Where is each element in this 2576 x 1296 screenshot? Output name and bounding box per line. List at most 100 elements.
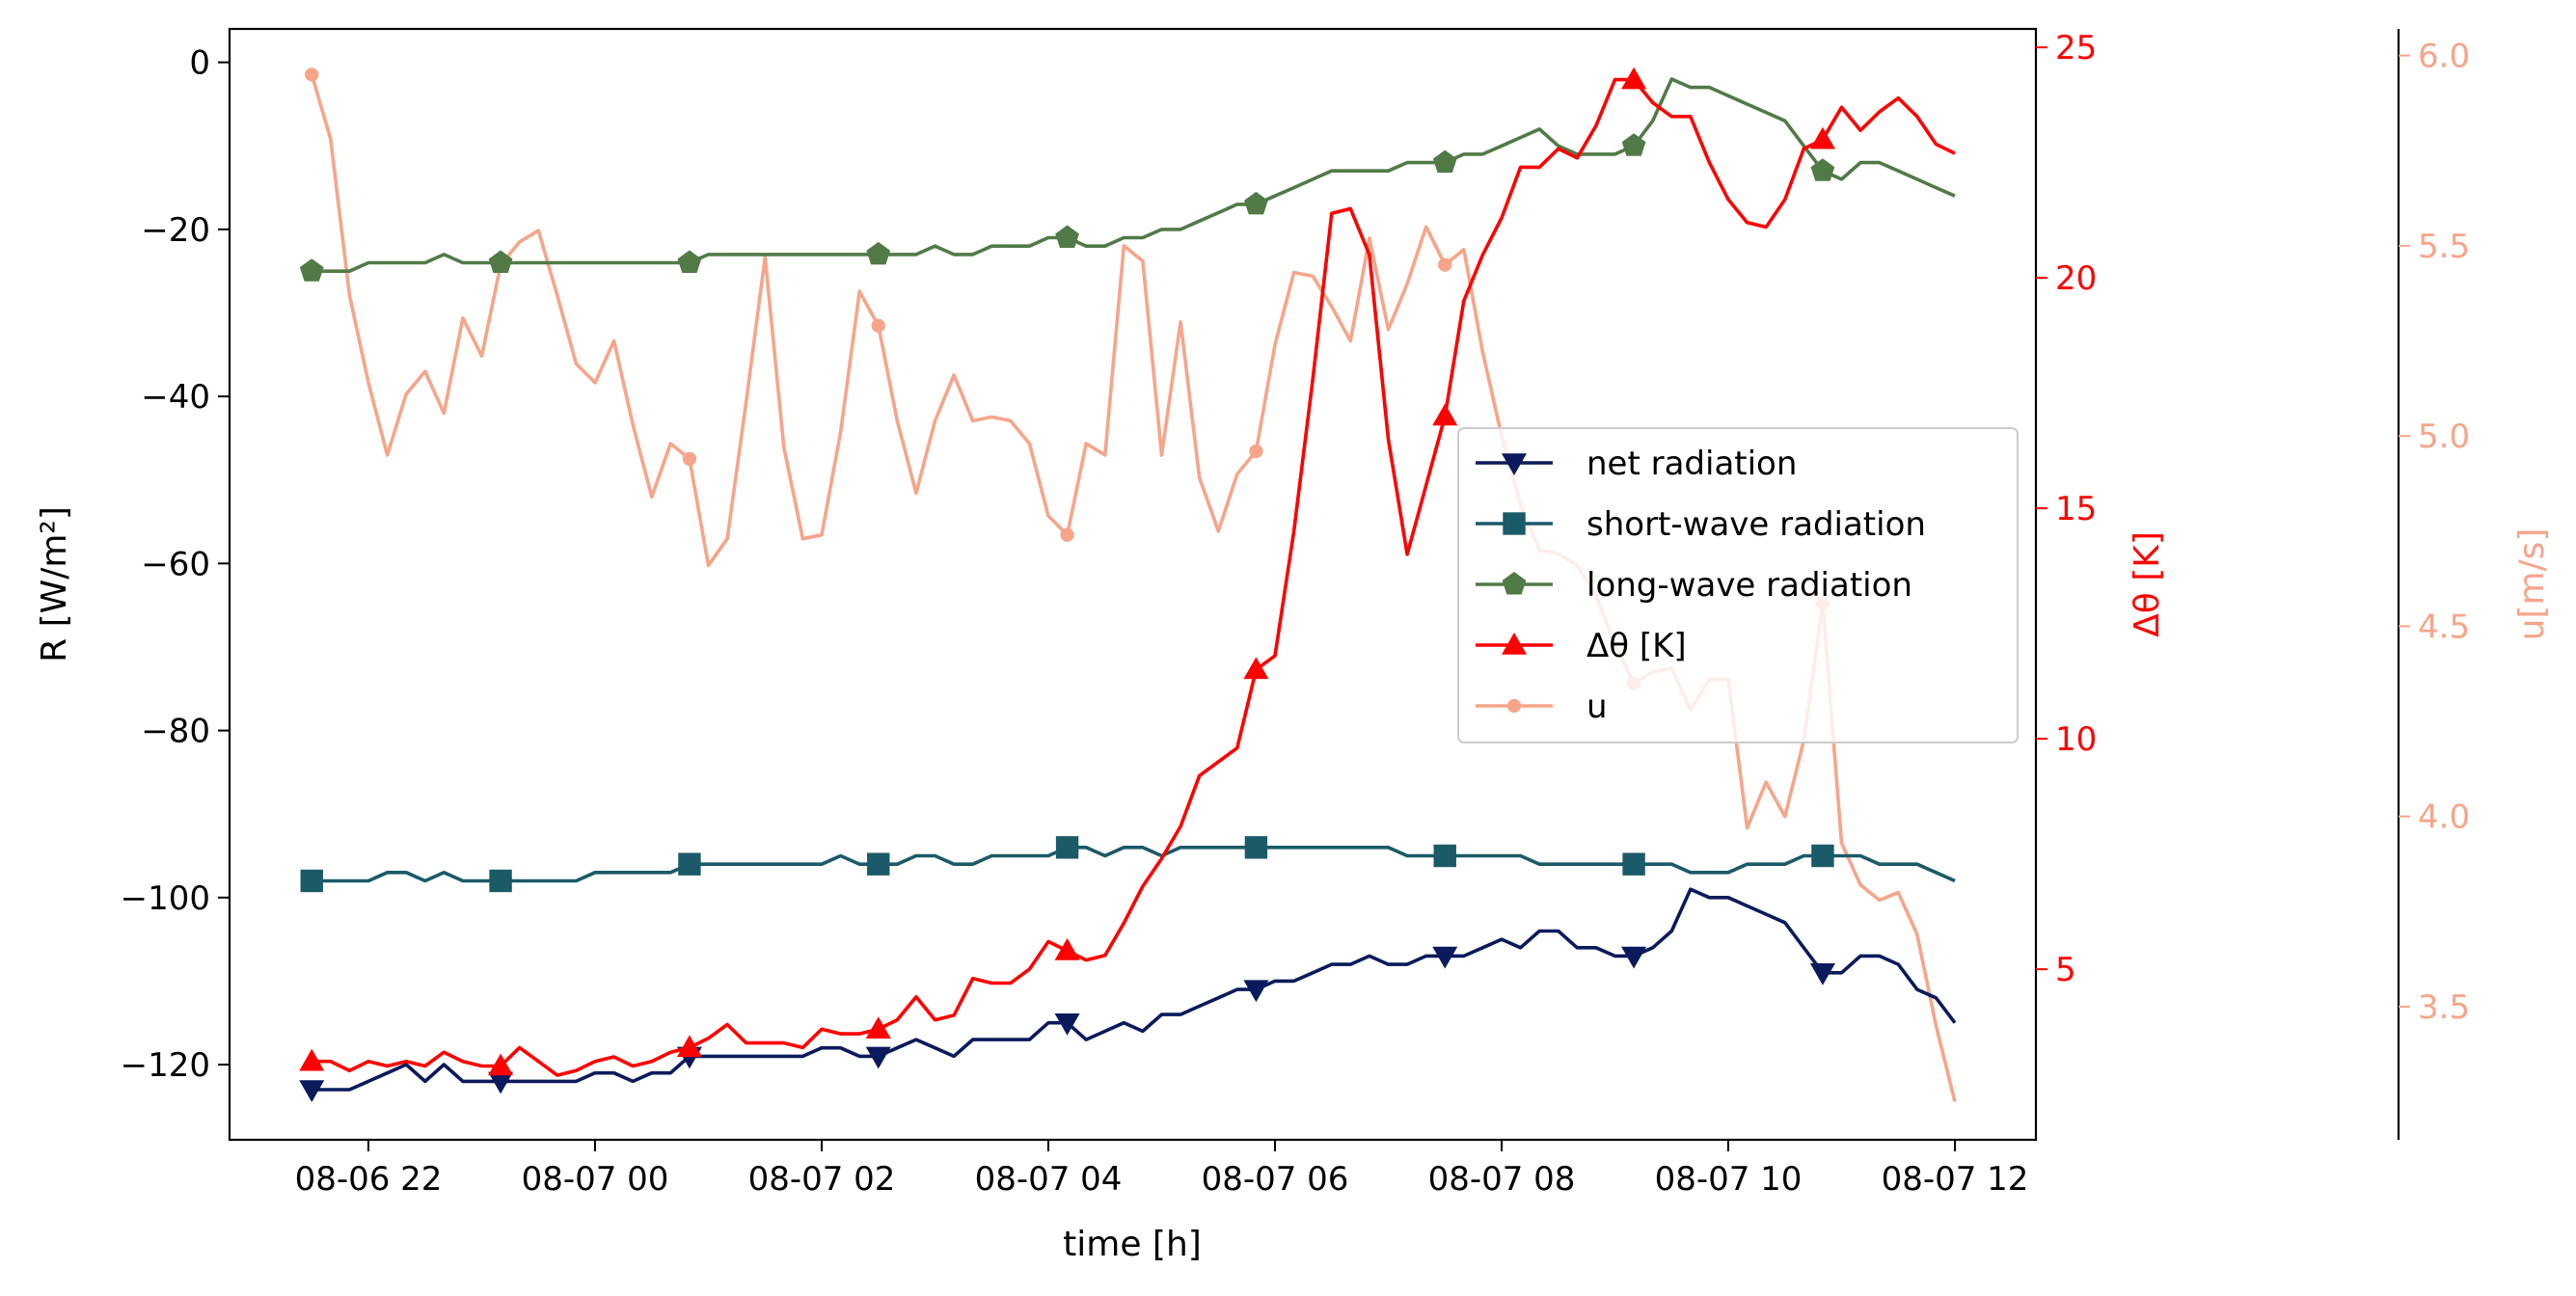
series-marker [488, 1053, 514, 1076]
legend-entries: net radiation short-wave radiation long-wa… [1476, 445, 1926, 726]
series-marker [1621, 946, 1647, 969]
series-marker [1506, 698, 1522, 714]
series-long-wave-radiation [299, 77, 1956, 282]
series-marker [1244, 836, 1268, 859]
left-y-tick-label: −120 [121, 1046, 210, 1085]
series-marker [1503, 512, 1526, 535]
series-marker [866, 241, 891, 265]
x-tick-label: 08-06 22 [295, 1160, 443, 1199]
series-marker [1054, 938, 1080, 960]
legend: net radiation short-wave radiation long-wa… [1457, 427, 2019, 743]
series-marker [300, 869, 323, 893]
wind-tick-label: 5.5 [2418, 228, 2470, 266]
legend-entry: net radiation [1476, 445, 1797, 483]
wind-tick-label: 3.5 [2418, 988, 2470, 1027]
series-marker [682, 451, 697, 466]
series-marker [1055, 225, 1079, 249]
x-tick-label: 08-07 00 [522, 1160, 669, 1199]
series-marker [865, 1046, 891, 1069]
series-marker [305, 68, 319, 82]
series-marker [1502, 633, 1527, 655]
series-marker [1621, 133, 1646, 156]
left-y-tick-label: −60 [141, 545, 210, 583]
series-marker [865, 1016, 891, 1040]
legend-label: short-wave radiation [1586, 505, 1926, 544]
series-short-wave-radiation [300, 836, 1956, 893]
series-line [312, 77, 1956, 1077]
right-y-tick-label: 15 [2055, 490, 2097, 528]
series-marker [1438, 257, 1452, 272]
wind-tick-label: 5.0 [2418, 418, 2470, 456]
left-y-tick-label: −20 [141, 211, 210, 250]
left-y-tick-label: −100 [121, 879, 210, 918]
legend-label: net radiation [1586, 445, 1797, 483]
wind-tick-label: 4.0 [2418, 798, 2470, 837]
left-y-tick-label: −40 [141, 378, 210, 417]
x-tick-label: 08-07 10 [1655, 1160, 1803, 1199]
series-k [299, 67, 1956, 1077]
plot-frame [228, 27, 2038, 1142]
legend-entry: u [1476, 688, 1608, 726]
left-y-axis: 0 −20 −40 −60 −80 −100 −120 [121, 44, 230, 1085]
legend-label: Δθ [K] [1586, 627, 1687, 665]
series-net-radiation [299, 887, 1957, 1103]
series-marker [1809, 126, 1835, 149]
series-layer [299, 67, 1957, 1103]
series-marker [871, 318, 885, 333]
legend-entry: Δθ [K] [1476, 627, 1687, 665]
legend-box [1457, 427, 2019, 743]
series-marker [1055, 836, 1079, 859]
series-marker [867, 852, 890, 876]
wind-tick-label: 6.0 [2418, 38, 2470, 76]
series-marker [1432, 403, 1458, 426]
right-y-axis-delta-theta-label: Δθ [K] [2128, 531, 2167, 637]
x-tick-label: 08-07 04 [975, 1160, 1123, 1199]
series-marker [1060, 527, 1074, 542]
left-y-axis-label: R [W/m²] [35, 506, 74, 662]
series-marker [1244, 191, 1268, 215]
x-tick-label: 08-07 06 [1202, 1160, 1349, 1199]
series-line [312, 887, 1957, 1092]
series-marker [1432, 946, 1458, 969]
series-marker [1249, 444, 1263, 459]
series-marker [1243, 980, 1269, 1003]
right-y-tick-label: 5 [2055, 951, 2076, 989]
series-line [312, 77, 1956, 274]
left-y-tick-label: −80 [141, 713, 210, 751]
series-marker [1621, 67, 1647, 90]
wind-tick-label: 4.5 [2418, 608, 2470, 646]
series-marker [678, 852, 701, 876]
left-y-tick-label: 0 [189, 44, 210, 83]
series-marker [1243, 657, 1269, 680]
series-marker [489, 869, 512, 893]
series-marker [1809, 963, 1835, 986]
legend-entry: long-wave radiation [1476, 566, 1912, 605]
series-marker [488, 250, 513, 274]
right-y-axis-wind-speed: 3.5 4.0 4.5 5.0 5.5 6.0 [2397, 29, 2470, 1140]
right-y-tick-label: 10 [2055, 720, 2097, 759]
series-marker [677, 250, 702, 274]
right-y-axis-delta-theta: 5 10 15 20 25 [2036, 29, 2097, 989]
legend-label: u [1586, 688, 1608, 726]
series-marker [1054, 1012, 1080, 1036]
x-tick-label: 08-07 08 [1428, 1160, 1576, 1199]
series-marker [676, 1035, 702, 1058]
x-tick-label: 08-07 12 [1882, 1160, 2029, 1199]
legend-label: long-wave radiation [1586, 566, 1912, 605]
series-marker [1432, 149, 1457, 174]
x-axis: 08-06 22 08-07 00 08-07 02 08-07 04 08-07 06… [295, 1140, 2029, 1199]
x-axis-label: time [h] [1063, 1225, 1202, 1264]
series-marker [1433, 844, 1456, 868]
right-y-tick-label: 20 [2055, 259, 2097, 298]
series-marker [1811, 844, 1834, 868]
series-marker [1502, 572, 1527, 595]
series-marker [299, 258, 324, 282]
series-marker [1622, 852, 1645, 876]
series-marker [488, 1071, 514, 1094]
x-tick-label: 08-07 02 [748, 1160, 896, 1199]
series-marker [299, 1080, 325, 1103]
legend-entry: short-wave radiation [1476, 505, 1926, 544]
series-marker [1502, 453, 1527, 475]
